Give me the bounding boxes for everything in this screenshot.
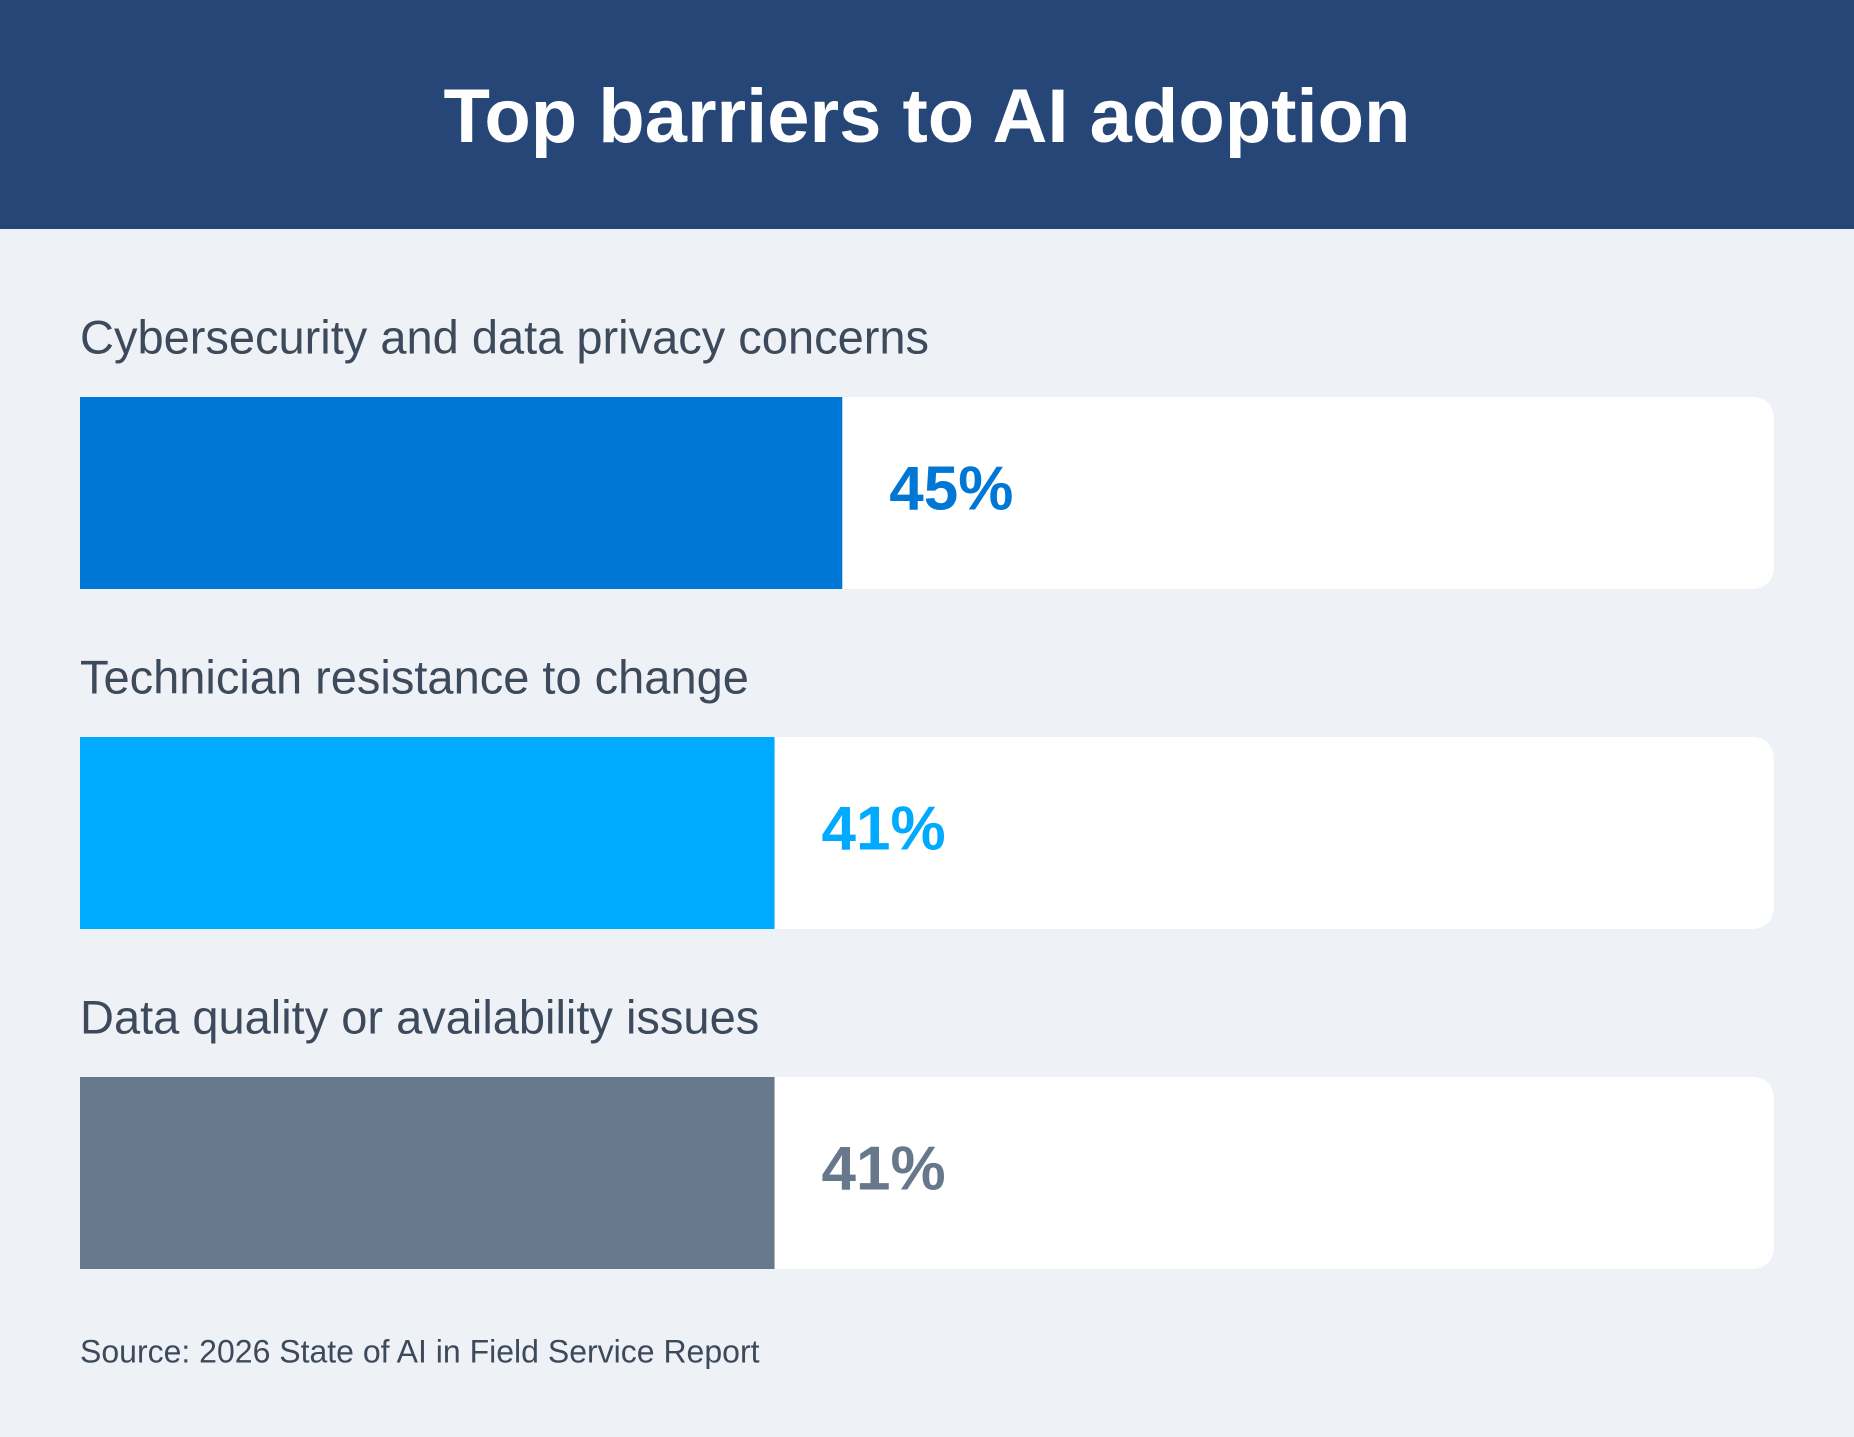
- value-label: 41%: [822, 1134, 946, 1203]
- source-note: Source: 2026 State of AI in Field Servic…: [80, 1333, 760, 1369]
- chart-title: Top barriers to AI adoption: [444, 74, 1411, 159]
- category-label: Data quality or availability issues: [80, 990, 759, 1043]
- bar: [80, 737, 775, 929]
- category-label: Cybersecurity and data privacy concerns: [80, 310, 929, 363]
- header: [0, 0, 1854, 229]
- bar: [80, 397, 843, 589]
- category-label: Technician resistance to change: [80, 650, 749, 703]
- value-label: 41%: [822, 794, 946, 863]
- value-label: 45%: [889, 454, 1013, 523]
- bar: [80, 1077, 775, 1269]
